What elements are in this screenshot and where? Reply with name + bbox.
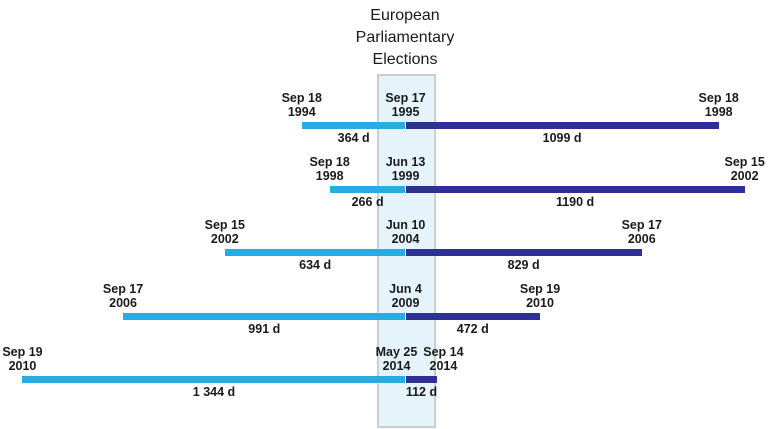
pre-election-bar <box>224 249 406 256</box>
start-date-label-line-2: 2002 <box>210 232 239 246</box>
days-before-label: 991 d <box>248 321 281 336</box>
election-date-label: Jun 10 2004 <box>371 218 441 246</box>
election-date-label-line-2: 1999 <box>391 168 420 183</box>
start-date-label-line-2: 2010 <box>8 359 37 373</box>
days-before-label: 364 d <box>337 131 370 145</box>
chart-title-line-3: Elections <box>372 51 438 68</box>
election-date-label-line-1: Jun 13 <box>385 154 426 169</box>
start-date-label-line-2: 2006 <box>109 295 137 310</box>
end-date-label: Sep 17 2006 <box>607 218 677 246</box>
pre-election-bar <box>22 376 406 383</box>
days-after-label: 112 d <box>405 385 438 399</box>
end-date-label-line-2: 2006 <box>627 232 656 246</box>
end-date-label: Sep 19 2010 <box>505 282 575 310</box>
end-date-label-line-1: Sep 15 <box>724 154 765 169</box>
chart-title-line-2: Parliamentary <box>355 29 455 46</box>
election-date-label-line-1: Sep 17 <box>385 91 426 105</box>
start-date-label: Sep 18 1998 <box>295 155 365 183</box>
days-before-label: 266 d <box>351 194 384 209</box>
days-before-label: 634 d <box>299 258 332 272</box>
start-date-label-line-2: 1994 <box>287 105 316 119</box>
start-date-label-line-1: Sep 18 <box>281 91 322 105</box>
post-election-bar <box>405 185 745 193</box>
start-date-label-line-1: Sep 18 <box>309 154 350 169</box>
days-after-label: 1099 d <box>542 131 582 145</box>
election-date-label: Sep 17 1995 <box>371 91 441 119</box>
post-election-bar <box>405 122 719 129</box>
pre-election-bar <box>329 185 406 193</box>
chart-title: European Parliamentary Elections <box>255 5 555 71</box>
days-after-label: 829 d <box>507 258 540 272</box>
start-date-label-line-1: Sep 19 <box>2 345 43 359</box>
days-before-label: 1 344 d <box>192 385 236 399</box>
election-date-label-line-2: 1995 <box>391 105 420 119</box>
start-date-label-line-1: Sep 15 <box>204 218 245 232</box>
start-date-label: Sep 19 2010 <box>0 345 57 373</box>
end-date-label-line-2: 2010 <box>526 295 554 310</box>
election-date-label: Jun 13 1999 <box>371 155 441 183</box>
start-date-label-line-2: 1998 <box>315 168 344 183</box>
end-date-label-line-1: Sep 14 <box>423 345 464 359</box>
end-date-label-line-1: Sep 17 <box>621 218 662 232</box>
election-date-label-line-1: Jun 10 <box>385 218 426 232</box>
end-date-label-line-2: 2002 <box>730 168 759 183</box>
start-date-label-line-1: Sep 17 <box>102 281 144 296</box>
election-date-label: Jun 4 2009 <box>371 282 441 310</box>
chart-title-line-1: European <box>370 7 440 24</box>
post-election-bar <box>405 376 438 383</box>
post-election-bar <box>405 312 541 320</box>
election-date-label-line-1: Jun 4 <box>389 281 422 296</box>
days-after-label: 1190 d <box>555 194 595 209</box>
start-date-label: Sep 17 2006 <box>88 282 158 310</box>
start-date-label: Sep 18 1994 <box>267 91 337 119</box>
election-date-label-line-2: 2009 <box>391 295 420 310</box>
post-election-bar <box>405 249 642 256</box>
days-after-label: 472 d <box>456 321 489 336</box>
pre-election-bar <box>301 122 406 129</box>
election-date-label: May 25 2014 <box>362 345 432 373</box>
end-date-label-line-2: 1998 <box>704 105 733 119</box>
election-date-label-line-2: 2014 <box>382 359 411 373</box>
end-date-label: Sep 18 1998 <box>684 91 754 119</box>
end-date-label: Sep 15 2002 <box>710 155 779 183</box>
end-date-label: Sep 14 2014 <box>408 345 478 373</box>
election-date-label-line-1: May 25 <box>375 345 418 359</box>
pre-election-bar <box>123 312 406 320</box>
end-date-label-line-1: Sep 19 <box>519 281 561 296</box>
end-date-label-line-1: Sep 18 <box>698 91 739 105</box>
election-date-label-line-2: 2004 <box>391 232 420 246</box>
start-date-label: Sep 15 2002 <box>190 218 260 246</box>
end-date-label-line-2: 2014 <box>429 359 458 373</box>
